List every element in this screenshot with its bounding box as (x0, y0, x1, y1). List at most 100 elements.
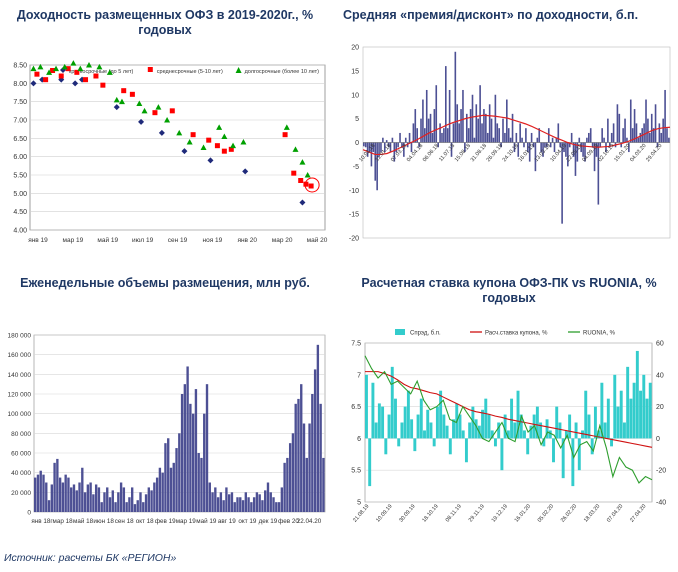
bar (244, 492, 247, 512)
spread-bar (403, 406, 407, 439)
spread-bar (529, 425, 533, 439)
data-point (138, 118, 145, 125)
bar (437, 142, 439, 148)
bar (39, 470, 42, 512)
bar (47, 500, 51, 512)
bar (645, 99, 647, 143)
chart-coupon-vs-ruonia: 5 5.5 6 6.5 7 7.5 -40 -20 0 20 40 60 Спрэд, б.п. Расч… (351, 329, 666, 524)
bar (261, 500, 264, 512)
bar (546, 142, 548, 148)
y-tick-label: 60 000 (11, 451, 31, 458)
bar (608, 142, 611, 148)
bar (67, 477, 70, 512)
bar (86, 484, 90, 512)
spread-bar (555, 406, 559, 439)
data-point (221, 148, 227, 154)
bar (186, 366, 189, 512)
spread-bar (397, 438, 401, 447)
spread-bar (635, 350, 639, 439)
y-right-tick-label: 60 (656, 341, 664, 348)
bar (416, 128, 418, 143)
bar (542, 142, 544, 157)
bar (191, 413, 195, 512)
x-tick-label: 10.09.19 (375, 503, 393, 523)
bar (275, 502, 278, 512)
data-point (299, 199, 306, 206)
spread-bar (377, 403, 381, 439)
bar (61, 482, 65, 512)
bar (153, 482, 156, 512)
bar (502, 118, 504, 143)
bar (509, 137, 512, 143)
bar (214, 487, 217, 512)
bar (122, 487, 126, 512)
bar (492, 137, 495, 143)
x-tick-label: май 18 (73, 517, 94, 525)
data-point (34, 71, 40, 77)
spread-bar (429, 422, 433, 439)
bar (593, 142, 596, 172)
bar (631, 128, 634, 143)
bar (439, 123, 441, 143)
spread-bar (474, 419, 478, 439)
data-point (72, 80, 79, 87)
bar (551, 137, 554, 143)
y-tick-label: 0 (355, 140, 359, 147)
y-tick-label: 120 000 (8, 392, 32, 399)
bar (50, 484, 53, 512)
bar (180, 394, 184, 512)
bar (172, 462, 175, 512)
x-tick-label: сен 18 (115, 518, 134, 525)
bar (277, 502, 281, 512)
y-left-tick-label: 5.5 (351, 468, 361, 475)
data-point (152, 110, 158, 116)
data-point (240, 139, 247, 145)
spread-bar (593, 406, 597, 439)
spread-bar (471, 406, 475, 439)
bar (633, 109, 636, 143)
bar (603, 137, 605, 143)
bar (144, 494, 148, 512)
data-point (206, 137, 212, 143)
spread-bar (645, 398, 649, 439)
bar (530, 132, 533, 143)
y-tick-label: 40 000 (11, 470, 31, 477)
x-tick-label: 18.10.19 (421, 503, 439, 523)
data-point (214, 143, 220, 149)
spread-bar (503, 414, 507, 439)
data-point (216, 124, 223, 130)
spread-bar (571, 438, 575, 487)
data-point (291, 170, 297, 176)
spread-bar (464, 438, 468, 463)
spread-bar (458, 414, 462, 439)
y-tick-label: 7.00 (13, 118, 27, 125)
y-tick-label: 4.50 (13, 209, 27, 216)
bar (408, 132, 411, 143)
bar (81, 467, 84, 512)
bar (443, 128, 445, 143)
legend-marker (395, 329, 405, 335)
bar (418, 142, 420, 148)
bar (316, 344, 320, 512)
x-tick-label: 05.02.20 (537, 503, 555, 523)
bar (142, 502, 145, 512)
bar (595, 142, 598, 157)
bar (114, 502, 117, 512)
bar (203, 413, 206, 512)
bar (161, 472, 164, 512)
spread-bar (371, 382, 375, 439)
bar (647, 118, 649, 143)
chart4-title: Расчетная ставка купона ОФЗ-ПК vs RUONIA… (340, 276, 678, 306)
spread-bar (600, 382, 604, 439)
data-point (242, 168, 249, 175)
bar (291, 433, 295, 512)
spread-bar (416, 414, 420, 439)
data-point (70, 60, 77, 66)
bar (570, 132, 573, 143)
bar (222, 500, 225, 512)
spread-bar (387, 414, 391, 439)
chart2-title: Средняя «премия/дисконт» по доходности, … (343, 8, 639, 22)
x-tick-label: 18.03.20 (583, 503, 601, 523)
bar (385, 140, 388, 143)
data-point (106, 69, 113, 75)
